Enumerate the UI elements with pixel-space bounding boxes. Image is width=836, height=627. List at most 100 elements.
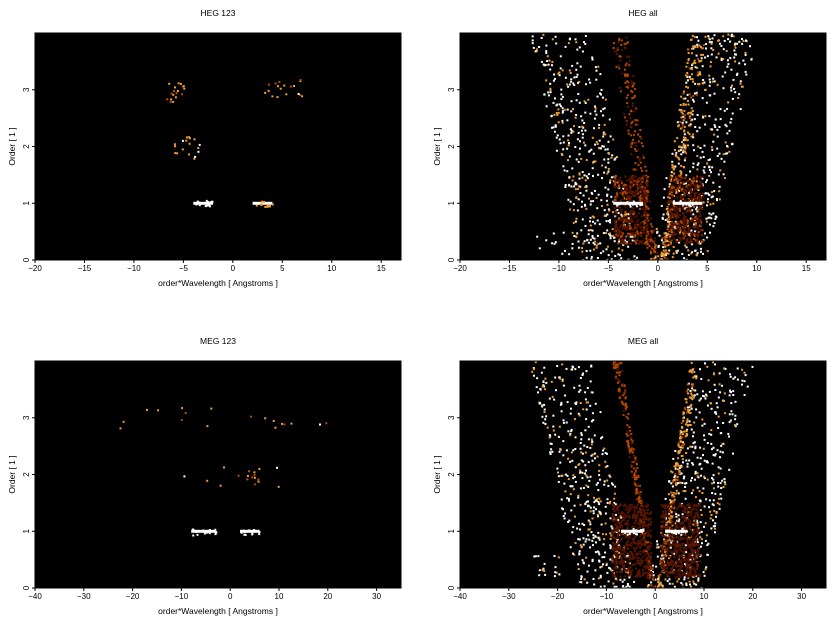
heat-pixel	[709, 128, 712, 131]
heat-pixel	[664, 543, 667, 546]
heat-pixel	[650, 561, 652, 564]
heat-pixel	[645, 197, 648, 200]
heat-pixel	[623, 549, 626, 552]
heat-pixel	[692, 522, 695, 525]
heat-pixel	[687, 198, 690, 201]
heat-pixel	[672, 230, 675, 233]
heat-pixel	[607, 220, 610, 223]
heat-pixel	[734, 60, 737, 63]
heat-pixel	[557, 111, 560, 114]
heat-pixel	[661, 544, 664, 547]
heat-pixel	[727, 33, 730, 36]
heat-pixel	[646, 585, 649, 588]
heat-pixel	[713, 133, 716, 136]
heat-pixel	[641, 194, 644, 196]
heat-pixel	[561, 121, 564, 124]
heat-pixel	[580, 205, 583, 208]
heat-pixel	[602, 108, 605, 111]
heat-pixel	[618, 381, 621, 384]
heat-pixel	[634, 459, 637, 462]
heat-pixel	[702, 201, 705, 204]
x-tick-label: −10	[127, 264, 141, 273]
heat-pixel	[551, 242, 554, 245]
heat-pixel	[678, 451, 681, 454]
heat-pixel	[541, 404, 544, 407]
heat-pixel	[542, 33, 545, 36]
heat-pixel	[689, 182, 692, 185]
heat-pixel	[258, 467, 261, 470]
heat-pixel	[642, 179, 645, 182]
heat-pixel	[613, 226, 616, 229]
heat-pixel	[564, 394, 567, 397]
heat-pixel	[543, 411, 546, 413]
heat-pixel	[587, 98, 590, 101]
heat-pixel	[620, 49, 623, 52]
heat-pixel	[545, 381, 548, 384]
heat-pixel	[122, 420, 125, 423]
heat-pixel	[568, 142, 570, 145]
heat-pixel	[626, 220, 629, 222]
heat-pixel	[631, 234, 634, 237]
heat-pixel	[630, 441, 633, 444]
heat-pixel	[550, 115, 553, 118]
heat-pixel	[629, 570, 632, 573]
heat-pixel	[680, 111, 683, 114]
heat-pixel	[631, 239, 634, 242]
heat-pixel	[711, 37, 714, 40]
heat-pixel	[578, 414, 581, 417]
heat-pixel	[629, 543, 632, 546]
heat-pixel	[731, 84, 733, 87]
heat-pixel	[248, 529, 251, 532]
heat-pixel	[578, 522, 581, 525]
heat-pixel	[639, 575, 642, 578]
heat-pixel	[637, 572, 640, 575]
heat-pixel	[676, 507, 679, 510]
heat-pixel	[664, 497, 667, 500]
heat-pixel	[599, 242, 602, 245]
heat-pixel	[691, 251, 694, 254]
heat-pixel	[656, 252, 659, 255]
heat-pixel	[635, 491, 638, 494]
heat-pixel	[585, 474, 588, 477]
heat-pixel	[679, 565, 682, 568]
heat-pixel	[709, 231, 711, 234]
heat-pixel	[668, 557, 671, 560]
heat-pixel	[687, 249, 690, 252]
heat-pixel	[636, 119, 639, 122]
heat-pixel	[711, 448, 713, 451]
heat-pixel	[625, 217, 628, 220]
heat-pixel	[663, 188, 666, 191]
heat-pixel	[729, 419, 732, 422]
heat-pixel	[741, 38, 743, 40]
heat-pixel	[569, 460, 572, 463]
heat-pixel	[631, 80, 633, 83]
heat-pixel	[692, 504, 695, 507]
heat-pixel	[630, 126, 633, 129]
heat-pixel	[665, 526, 668, 529]
heat-pixel	[584, 186, 587, 189]
heat-pixel	[632, 168, 635, 171]
heat-pixel	[598, 464, 601, 467]
heat-pixel	[547, 91, 550, 94]
heat-pixel	[594, 110, 597, 113]
y-tick-label: 0	[447, 585, 456, 590]
heat-pixel	[206, 425, 209, 428]
heat-pixel	[652, 578, 655, 581]
heat-pixel	[661, 550, 664, 553]
heat-pixel	[630, 210, 633, 213]
heat-pixel	[682, 143, 685, 146]
heat-pixel	[682, 510, 685, 512]
heat-pixel	[624, 531, 627, 534]
heat-pixel	[642, 220, 645, 223]
heat-pixel	[636, 554, 639, 557]
heat-pixel	[647, 568, 650, 571]
heat-pixel	[628, 195, 631, 198]
heat-pixel	[549, 68, 552, 71]
heat-pixel	[683, 117, 686, 119]
heat-pixel	[632, 207, 635, 210]
heat-pixel	[679, 535, 682, 537]
heat-pixel	[668, 230, 671, 233]
heat-pixel	[728, 413, 731, 416]
heat-pixel	[670, 544, 673, 547]
heat-pixel	[679, 537, 682, 540]
